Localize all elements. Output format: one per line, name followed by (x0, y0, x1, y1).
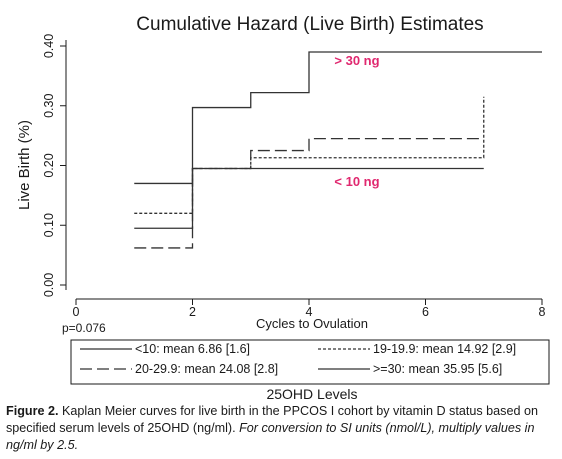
annotation-over-30: > 30 ng (334, 53, 379, 68)
legend-label-1: 19-19.9: mean 14.92 [2.9] (373, 342, 516, 356)
y-tick-label: 0.00 (42, 273, 56, 297)
legend: <10: mean 6.86 [1.6] 19-19.9: mean 14.92 … (80, 342, 516, 376)
x-tick-label: 6 (422, 305, 429, 319)
caption-text: Kaplan Meier curves for live birth in th… (6, 404, 538, 435)
series-line-2 (134, 137, 484, 249)
caption-label: Figure 2. (6, 404, 59, 418)
x-ticks: 0 2 4 6 8 (73, 299, 546, 319)
legend-label-0: <10: mean 6.86 [1.6] (135, 342, 250, 356)
x-tick-label: 4 (306, 305, 313, 319)
caption-italic-note: For conversion to SI units (nmol/L), mul… (6, 421, 535, 452)
legend-label-3: >=30: mean 35.95 [5.6] (373, 362, 502, 376)
legend-box (70, 339, 550, 385)
p-value-annotation: p=0.076 (62, 321, 106, 335)
legend-label-2: 20-29.9: mean 24.08 [2.8] (135, 362, 278, 376)
survival-curves (134, 51, 542, 249)
x-tick-label: 8 (539, 305, 546, 319)
figure-caption: Figure 2. Kaplan Meier curves for live b… (6, 403, 556, 454)
y-axis-label: Live Birth (%) (16, 120, 33, 210)
annotation-under-10: < 10 ng (334, 174, 379, 189)
y-tick-label: 0.10 (42, 213, 56, 237)
legend-title: 25OHD Levels (266, 386, 357, 402)
kaplan-meier-chart: Cumulative Hazard (Live Birth) Estimates… (16, 14, 550, 402)
series-line-0 (134, 167, 484, 229)
x-tick-label: 0 (73, 305, 80, 319)
y-tick-label: 0.20 (42, 153, 56, 177)
series-line-3 (134, 51, 542, 185)
x-tick-label: 2 (189, 305, 196, 319)
x-axis-label: Cycles to Ovulation (256, 316, 368, 331)
chart-title: Cumulative Hazard (Live Birth) Estimates (136, 14, 483, 35)
y-tick-label: 0.30 (42, 94, 56, 118)
y-tick-label: 0.40 (42, 34, 56, 58)
y-ticks: 0.00 0.10 0.20 0.30 0.40 (42, 34, 66, 297)
series-line-1 (134, 96, 485, 214)
